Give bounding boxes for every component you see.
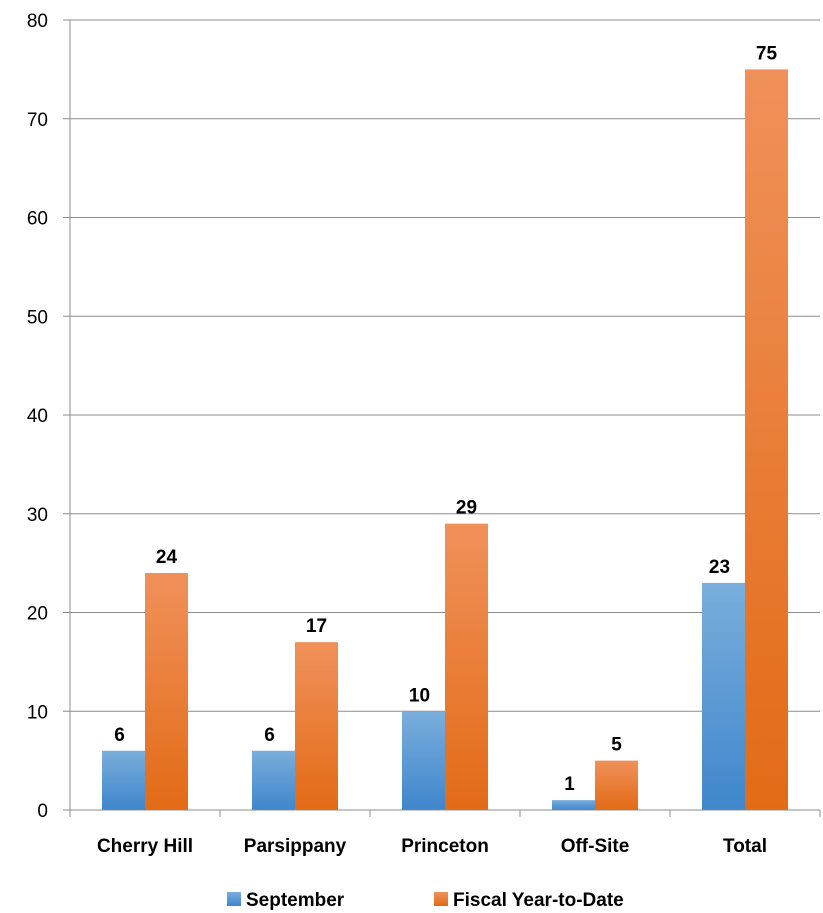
y-tick-label: 40 [27,406,48,427]
bar-september-cherry-hill [102,750,145,810]
bar-september-parsippany [252,750,295,810]
bar-fiscal-ytd-parsippany [295,642,338,810]
x-category-label: Total [723,836,767,857]
data-label: 5 [611,735,622,756]
legend-swatch [434,892,448,906]
y-tick-label: 0 [37,801,48,822]
legend: September Fiscal Year-to-Date [227,890,624,911]
legend-label: Fiscal Year-to-Date [453,890,624,911]
data-label: 29 [456,498,477,519]
x-category-label: Cherry Hill [97,836,193,857]
legend-swatch [227,892,241,906]
bar-fiscal-ytd-total [745,69,788,810]
y-tick-label: 70 [27,110,48,131]
data-labels: 6 24 6 17 10 29 1 5 23 75 [114,43,777,795]
y-tick-label: 10 [27,702,48,723]
data-label: 75 [756,43,778,64]
bars [102,69,788,810]
data-label: 23 [709,557,730,578]
bar-september-off-site [552,800,595,810]
bar-fiscal-ytd-cherry-hill [145,573,188,810]
x-category-label: Off-Site [561,836,630,857]
gridlines [63,19,820,811]
axes [69,20,821,817]
y-tick-label: 20 [27,604,48,625]
y-tick-label: 60 [27,209,48,230]
data-label: 6 [114,725,125,746]
x-axis-category-labels: Cherry Hill Parsippany Princeton Off-Site To… [97,836,767,857]
data-label: 10 [409,685,430,706]
bar-fiscal-ytd-princeton [445,523,488,810]
data-label: 6 [264,725,275,746]
legend-label: September [246,890,345,911]
data-label: 1 [564,774,575,795]
bar-september-total [702,582,745,810]
y-axis-tick-labels: 0 10 20 30 40 50 60 70 80 [27,11,48,822]
y-tick-label: 50 [27,307,48,328]
bar-september-princeton [402,711,445,810]
x-category-label: Parsippany [244,836,347,857]
data-label: 17 [306,616,327,637]
bar-fiscal-ytd-off-site [595,760,638,810]
data-label: 24 [156,547,178,568]
y-tick-label: 30 [27,505,48,526]
x-category-label: Princeton [401,836,489,857]
y-tick-label: 80 [27,11,48,32]
